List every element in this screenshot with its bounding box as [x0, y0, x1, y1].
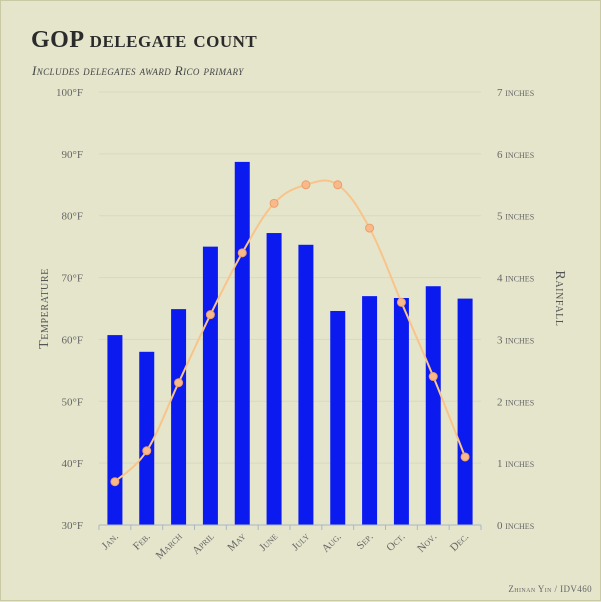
- line-point: [237, 248, 247, 258]
- y-left-tick-label: 90°F: [61, 149, 83, 161]
- line-point: [110, 477, 120, 487]
- bar-series: [107, 161, 473, 526]
- y-axis-left-title: Temperature: [37, 268, 52, 349]
- x-tick-label: Sep.: [354, 530, 376, 552]
- bar: [202, 246, 218, 525]
- line-point: [142, 446, 152, 456]
- y-right-tick-label: 4 inches: [497, 273, 534, 285]
- x-tick-label: Aug.: [320, 530, 344, 554]
- line-point: [460, 452, 470, 462]
- y-right-tick-label: 7 inches: [497, 87, 534, 99]
- chart-title: GOP delegate count: [31, 27, 258, 53]
- chart-subtitle: Includes delegates award Rico primary: [32, 63, 244, 78]
- x-tick-label: July: [289, 530, 312, 553]
- axes: 30°F 0 inches 40°F 1 inches 50°F 2 inches 60°F…: [56, 87, 534, 562]
- line-point: [396, 297, 406, 307]
- bar: [330, 310, 346, 525]
- x-tick-label: June: [257, 531, 280, 554]
- line-series: [110, 179, 470, 487]
- x-tick-label: Jan.: [99, 530, 121, 552]
- line-point: [301, 180, 311, 190]
- line-point: [205, 310, 215, 320]
- x-tick-label: May: [225, 530, 248, 553]
- y-right-tick-label: 2 inches: [497, 396, 534, 408]
- line-point: [365, 223, 375, 233]
- x-tick-label: April: [190, 531, 216, 557]
- rainfall-line: [114, 179, 467, 483]
- x-tick-label: Dec.: [448, 530, 471, 553]
- x-tick-label: Oct.: [384, 530, 407, 553]
- y-left-tick-label: 50°F: [61, 396, 83, 408]
- bar: [171, 309, 187, 525]
- y-left-tick-label: 60°F: [61, 334, 83, 346]
- x-tick-label: Feb.: [131, 530, 153, 552]
- bar: [139, 351, 155, 525]
- bar: [425, 286, 441, 525]
- bar: [298, 244, 314, 525]
- y-right-tick-label: 1 inches: [497, 458, 534, 470]
- y-right-tick-label: 5 inches: [497, 211, 534, 223]
- line-point: [174, 378, 184, 388]
- y-axis-right-title: Rainfall: [552, 270, 567, 326]
- line-point: [269, 198, 279, 208]
- bar: [457, 298, 473, 525]
- y-right-tick-label: 0 inches: [497, 520, 534, 532]
- gridlines: [99, 91, 481, 526]
- bar: [393, 297, 409, 525]
- bar: [234, 161, 250, 526]
- y-right-tick-label: 6 inches: [497, 149, 534, 161]
- y-left-tick-label: 40°F: [61, 458, 83, 470]
- y-right-tick-label: 3 inches: [497, 334, 534, 346]
- credit-text: Zhinan Yin / IDV460: [508, 584, 592, 594]
- bar: [266, 233, 282, 525]
- line-point: [428, 372, 438, 382]
- y-left-tick-label: 70°F: [61, 273, 83, 285]
- bar: [107, 335, 123, 525]
- y-left-tick-label: 80°F: [61, 211, 83, 223]
- line-point: [333, 180, 343, 190]
- x-tick-label: March: [154, 530, 185, 561]
- bar: [362, 296, 378, 525]
- y-left-tick-label: 100°F: [56, 87, 83, 99]
- x-tick-label: Nov.: [415, 530, 439, 554]
- y-left-tick-label: 30°F: [61, 520, 83, 532]
